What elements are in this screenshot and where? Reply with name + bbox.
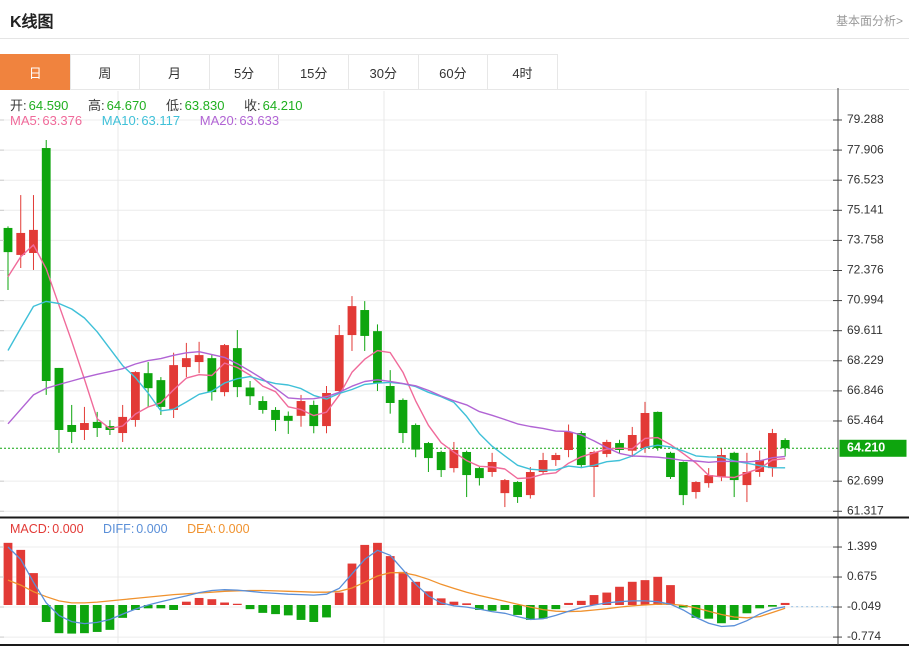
tab-4时[interactable]: 4时: [487, 54, 558, 90]
svg-text:72.376: 72.376: [847, 263, 884, 277]
high-readout: 高: 64.670: [88, 98, 146, 113]
macd-value: 0.000: [52, 522, 84, 536]
svg-text:76.523: 76.523: [847, 172, 884, 186]
ma10-line: [7, 300, 786, 471]
title-divider: [0, 38, 909, 39]
svg-text:64.210: 64.210: [847, 441, 885, 455]
diff-readout: DIFF: 0.000: [103, 522, 168, 536]
fundamental-analysis-link[interactable]: 基本面分析>: [835, 14, 903, 28]
ma20-value: 63.633: [239, 113, 280, 128]
low-label: 低:: [166, 98, 183, 113]
svg-text:79.288: 79.288: [847, 112, 884, 126]
svg-text:66.846: 66.846: [847, 383, 884, 397]
ma20-line: [7, 351, 786, 463]
ma5-readout: MA5: 63.376: [10, 113, 82, 128]
svg-text:-0.049: -0.049: [847, 599, 881, 613]
ma5-value: 63.376: [42, 113, 83, 128]
macd-label: MACD:: [10, 522, 51, 536]
svg-text:75.141: 75.141: [847, 202, 884, 216]
diff-label: DIFF:: [103, 522, 135, 536]
dea-line: [7, 572, 786, 619]
svg-text:68.229: 68.229: [847, 353, 884, 367]
tab-日[interactable]: 日: [0, 54, 71, 90]
diff-line: [7, 546, 786, 628]
dea-label: DEA:: [187, 522, 217, 536]
current-price-label: [839, 439, 907, 457]
open-label: 开:: [10, 98, 27, 113]
ma-readout: MA5: 63.376 MA10: 63.117 MA20: 63.633: [10, 113, 295, 128]
low-readout: 低: 63.830: [166, 98, 224, 113]
tab-60分[interactable]: 60分: [417, 54, 489, 90]
macd-value-readout: MACD: 0.000: [10, 522, 84, 536]
ohlc-readout: 开: 64.590 高: 64.670 低: 63.830 收: 64.210: [10, 95, 318, 114]
svg-text:0.675: 0.675: [847, 569, 877, 583]
macd-readout: MACD: 0.000 DIFF: 0.000 DEA: 0.000: [10, 522, 266, 536]
low-value: 63.830: [184, 98, 225, 113]
tab-30分[interactable]: 30分: [347, 54, 419, 90]
close-value: 64.210: [262, 98, 303, 113]
interval-tabbar: 日周月 5分 15分 30分 60分 4时: [0, 54, 909, 90]
close-label: 收:: [244, 98, 261, 113]
ma20-label: MA20:: [199, 113, 238, 128]
ma10-value: 63.117: [141, 113, 181, 128]
svg-text:1.399: 1.399: [847, 539, 877, 553]
svg-text:65.464: 65.464: [847, 413, 884, 427]
dea-value: 0.000: [218, 522, 250, 536]
tab-周[interactable]: 周: [69, 54, 141, 90]
diff-value: 0.000: [136, 522, 168, 536]
close-readout: 收: 64.210: [244, 98, 302, 113]
dea-readout: DEA: 0.000: [187, 522, 249, 536]
tab-5分[interactable]: 5分: [208, 54, 280, 90]
ma20-readout: MA20: 63.633: [200, 113, 279, 128]
high-value: 64.670: [106, 98, 147, 113]
open-value: 64.590: [28, 98, 69, 113]
svg-text:61.317: 61.317: [847, 503, 884, 517]
high-label: 高:: [88, 98, 105, 113]
svg-text:62.699: 62.699: [847, 473, 884, 487]
ma5-label: MA5:: [10, 113, 41, 128]
svg-text:77.906: 77.906: [847, 142, 884, 156]
ma10-label: MA10:: [101, 113, 140, 128]
svg-text:-0.774: -0.774: [847, 629, 881, 643]
open-readout: 开: 64.590: [10, 98, 68, 113]
ma5-line: [7, 244, 786, 480]
page-title: K线图: [10, 14, 54, 31]
ma10-readout: MA10: 63.117: [102, 113, 180, 128]
svg-text:69.611: 69.611: [847, 323, 883, 337]
svg-text:73.758: 73.758: [847, 233, 884, 247]
svg-text:70.994: 70.994: [847, 293, 884, 307]
